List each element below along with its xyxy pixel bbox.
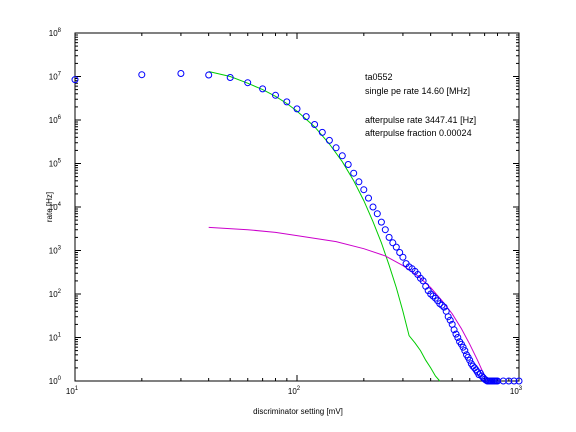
data-point [244,79,252,87]
x-axis-label: discriminator setting [mV] [253,407,343,416]
data-point [259,85,267,93]
data-point [302,113,310,121]
annotation-afterpulse-rate: afterpulse rate 3447.41 [Hz] [365,115,476,125]
y-tick-label: 108 [49,28,62,38]
y-tick-label: 103 [49,246,62,256]
data-point [338,152,346,160]
y-axis-label: rate [Hz] [45,192,54,222]
data-point [396,249,404,256]
data-point [373,210,381,218]
data-point [461,347,469,355]
data-point [283,98,291,106]
data-point [446,316,454,324]
x-tick-label: 101 [66,386,79,396]
data-point [436,300,444,308]
data-point [438,301,446,309]
series-layer [71,70,523,385]
data-point [360,186,368,194]
y-tick-label: 101 [49,333,62,343]
data-point [505,377,513,385]
y-tick-label: 102 [49,289,62,299]
data-point [325,136,333,144]
data-point [71,76,79,84]
data-point [444,313,452,321]
data-point [332,144,340,152]
data-point [344,161,352,168]
series-line-2 [208,226,490,382]
data-point [427,290,435,298]
data-point [429,292,437,300]
data-point [205,71,213,79]
y-tick-label: 106 [49,115,62,125]
data-point [459,343,467,351]
x-tick-label: 102 [288,386,301,396]
y-tick-label: 105 [49,159,62,169]
data-point [369,203,377,211]
data-point [389,239,397,247]
axis-ticks: 101 102 103 100 101 102 103 104 105 106 107 108 [49,28,523,396]
y-tick-label: 107 [49,72,62,82]
annotation-block: ta0552 single pe rate 14.60 [MHz] afterp… [365,72,476,138]
data-point [450,326,458,334]
y-tick-label: 100 [49,376,62,386]
series-line-1 [208,71,441,382]
data-point [399,253,407,261]
data-point [272,91,279,99]
data-point [515,377,523,385]
data-point [293,105,301,113]
data-point [377,218,385,226]
data-point [440,303,448,311]
annotation-single-pe-rate: single pe rate 14.60 [MHz] [365,86,470,96]
data-point [350,169,358,177]
data-point [510,377,518,385]
data-point [385,233,393,241]
x-tick-label: 103 [510,386,523,396]
data-point [381,226,389,234]
annotation-afterpulse-fraction: afterpulse fraction 0.00024 [365,128,472,138]
data-point [466,356,474,364]
data-point [392,243,400,251]
data-point [138,71,146,79]
data-point [419,277,427,285]
y-tick-label: 104 [49,202,62,212]
data-point [355,178,363,186]
annotation-dataset-id: ta0552 [365,72,393,82]
data-point [318,128,326,136]
data-point [311,121,319,128]
data-point [454,334,462,341]
data-point [365,194,372,202]
data-point [177,70,185,77]
data-point [452,330,460,338]
data-point [226,74,234,81]
